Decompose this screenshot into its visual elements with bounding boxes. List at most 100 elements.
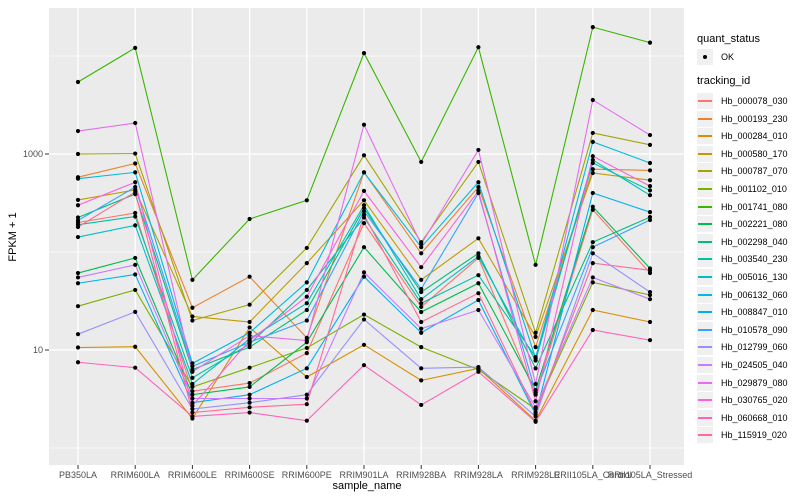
series-color-line-icon xyxy=(698,328,712,331)
legend-key-swatch xyxy=(697,128,713,145)
data-point xyxy=(75,79,81,85)
legend-item-label: Hb_000580_170 xyxy=(721,148,788,159)
series-color-line-icon xyxy=(698,346,712,349)
data-point xyxy=(419,251,424,256)
data-point xyxy=(247,333,252,338)
data-point xyxy=(190,375,195,380)
data-point xyxy=(190,305,195,310)
data-point xyxy=(590,25,595,30)
data-point xyxy=(75,197,81,203)
data-point xyxy=(133,151,138,156)
legend-item-label: Hb_003540_230 xyxy=(721,254,788,265)
data-point xyxy=(590,139,595,144)
x-tick-label: RRII105LA_Control xyxy=(554,470,632,480)
data-point xyxy=(419,378,424,383)
x-tick-label: RRIM901LA xyxy=(339,470,388,480)
legend-item-Hb_005016_130: Hb_005016_130 xyxy=(697,269,788,285)
data-point xyxy=(133,262,138,267)
legend-item-Hb_006132_060: Hb_006132_060 xyxy=(697,286,788,303)
data-point xyxy=(590,207,595,212)
data-point xyxy=(75,281,81,286)
data-point xyxy=(647,142,653,147)
data-point xyxy=(361,270,367,275)
data-point xyxy=(361,206,367,211)
data-point xyxy=(75,224,81,230)
data-point xyxy=(590,307,595,313)
data-point xyxy=(647,297,653,302)
data-point xyxy=(590,130,595,136)
data-point xyxy=(476,254,481,259)
data-point xyxy=(476,188,481,194)
panel-background xyxy=(49,8,684,465)
data-point xyxy=(361,203,367,208)
data-point xyxy=(190,400,195,405)
data-point xyxy=(75,128,81,134)
legend-item-label: Hb_012799_060 xyxy=(721,342,788,353)
data-point xyxy=(419,242,424,247)
x-tick-label: RRIM600PE xyxy=(282,470,332,480)
legend-key-swatch xyxy=(697,321,713,338)
series-color-line-icon xyxy=(698,240,712,243)
data-point xyxy=(419,345,424,350)
data-point xyxy=(647,184,653,189)
data-point xyxy=(75,345,81,350)
data-point xyxy=(533,345,538,350)
data-point xyxy=(247,345,252,350)
data-point xyxy=(304,301,309,306)
legend-item-Hb_060668_010: Hb_060668_010 xyxy=(697,409,788,426)
data-point xyxy=(133,120,138,126)
data-point xyxy=(419,265,424,270)
data-point xyxy=(590,167,595,172)
data-point xyxy=(533,381,538,387)
legend-item-label: Hb_002298_040 xyxy=(721,236,788,247)
legend-item-Hb_012799_060: Hb_012799_060 xyxy=(697,339,788,356)
data-point xyxy=(304,307,309,313)
data-point xyxy=(419,245,424,250)
data-point xyxy=(304,280,309,285)
data-point xyxy=(476,297,481,303)
series-color-line-icon xyxy=(698,399,712,402)
legend-item-Hb_008847_010: Hb_008847_010 xyxy=(697,304,788,321)
data-point xyxy=(133,344,138,349)
data-point xyxy=(647,338,653,343)
data-point xyxy=(419,301,424,306)
y-axis-title: FPKM + 1 xyxy=(7,212,19,262)
data-point xyxy=(361,153,367,158)
data-point xyxy=(75,360,81,365)
data-point xyxy=(533,410,538,415)
data-point xyxy=(590,327,595,333)
legend-key-swatch xyxy=(697,304,713,321)
data-point xyxy=(647,217,653,223)
data-point xyxy=(533,419,538,424)
data-point xyxy=(361,122,367,127)
data-point xyxy=(590,245,595,250)
legend-item-Hb_000078_030: Hb_000078_030 xyxy=(697,93,788,109)
data-point xyxy=(190,318,195,323)
legend-item-Hb_001741_080: Hb_001741_080 xyxy=(697,198,788,215)
data-point xyxy=(419,309,424,315)
data-point xyxy=(533,399,538,404)
legend-key-swatch xyxy=(697,110,713,127)
data-point xyxy=(476,251,481,256)
data-point xyxy=(647,215,653,220)
legend-item-label: Hb_115919_020 xyxy=(721,430,787,441)
data-point xyxy=(133,45,138,50)
data-point xyxy=(247,396,252,401)
data-point xyxy=(247,330,252,335)
data-point xyxy=(304,245,309,251)
data-point xyxy=(476,45,481,50)
data-point xyxy=(476,281,481,286)
tracking-id-legend-title: tracking_id xyxy=(697,75,751,87)
data-point xyxy=(247,392,252,397)
legend-key-swatch xyxy=(697,409,713,426)
data-point xyxy=(590,97,595,103)
data-point xyxy=(647,193,653,198)
data-point xyxy=(419,297,424,302)
data-point xyxy=(590,275,595,280)
data-point xyxy=(361,188,367,194)
series-color-line-icon xyxy=(698,188,712,190)
series-color-line-icon xyxy=(698,152,712,155)
data-point xyxy=(75,176,81,181)
data-point xyxy=(190,392,195,397)
data-point xyxy=(533,334,538,340)
